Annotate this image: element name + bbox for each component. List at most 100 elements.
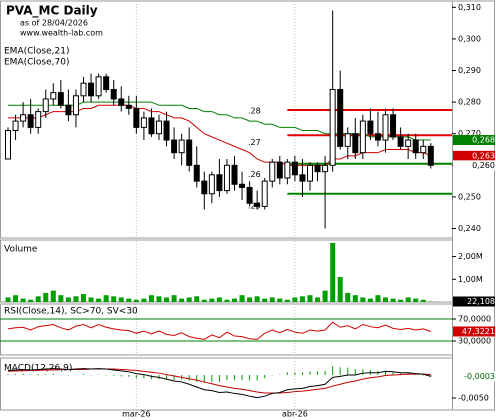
volume-bar: [383, 297, 388, 302]
candle-body: [50, 92, 57, 100]
y-tick-label: 30,0000: [458, 336, 491, 345]
volume-bar: [88, 297, 94, 302]
volume-bar: [133, 299, 139, 302]
last-value-label: 0,263: [472, 151, 495, 160]
last-value-box: [453, 150, 495, 161]
panel: [0, 357, 453, 411]
volume-bar: [216, 297, 222, 302]
candle-body: [352, 133, 359, 154]
candle-body: [254, 202, 261, 207]
last-value-label: 0,260: [472, 161, 495, 170]
candle-body: [284, 161, 291, 179]
volume-bar: [179, 298, 185, 302]
candle-body: [193, 164, 200, 182]
candle-body: [5, 130, 11, 160]
panel-title: MACD(12,26,9): [4, 364, 72, 374]
volume-bar: [164, 297, 170, 302]
volume-bar: [5, 297, 11, 302]
candle-body: [72, 95, 79, 116]
panel: [0, 239, 453, 303]
volume-bar: [360, 297, 366, 302]
last-value-label: 47,3221: [462, 327, 495, 336]
volume-bar: [247, 297, 253, 302]
y-tick-label: 2,00M: [458, 252, 483, 261]
volume-bar: [405, 297, 411, 302]
last-value-box: [453, 371, 495, 382]
volume-bar: [307, 295, 313, 302]
candle-body: [397, 136, 404, 147]
candle-body: [329, 88, 336, 166]
volume-bar: [50, 290, 56, 302]
candle-body: [163, 120, 170, 141]
candle-body: [314, 164, 321, 173]
candle-body: [201, 180, 208, 195]
candle-body: [299, 174, 306, 182]
candle-body: [261, 180, 268, 207]
candle-body: [42, 98, 49, 113]
y-tick-label: 70,0000: [458, 315, 491, 324]
candle-body: [57, 92, 64, 106]
candle-body: [322, 164, 329, 173]
candle-body: [186, 139, 193, 166]
candle-body: [156, 120, 162, 135]
volume-bar: [209, 298, 215, 302]
y-tick-label: 1,00M: [458, 275, 483, 284]
candle-body: [223, 164, 230, 192]
volume-bar: [156, 296, 162, 302]
candle-body: [427, 145, 434, 166]
volume-bar: [58, 295, 64, 302]
volume-bar: [269, 297, 275, 302]
legend-entry: EMA(Close,70): [4, 58, 69, 68]
volume-bar: [375, 295, 381, 302]
y-tick-label: 0,280: [458, 98, 481, 107]
volume-bar: [43, 292, 49, 302]
candle-body: [216, 174, 223, 192]
volume-bar: [254, 296, 260, 302]
candle-body: [27, 114, 34, 128]
candle-body: [420, 145, 427, 154]
volume-bar: [292, 297, 298, 302]
volume-bar: [390, 298, 396, 302]
candle-body: [367, 120, 374, 135]
volume-bar: [232, 298, 237, 302]
y-tick-label: 0,250: [458, 192, 481, 201]
volume-bar: [420, 299, 426, 302]
candle-body: [291, 161, 298, 176]
volume-bar: [352, 295, 358, 302]
source: www.wealth-lab.com: [20, 29, 103, 38]
volume-bar: [398, 299, 404, 302]
macd-line: [7, 368, 431, 399]
candle-body: [405, 139, 412, 147]
last-value-box: [453, 326, 495, 337]
candle-body: [390, 114, 397, 138]
candle-body: [171, 139, 178, 154]
signal-line: [7, 368, 431, 394]
candle-body: [359, 120, 366, 154]
candle-body: [88, 82, 95, 97]
volume-bar: [96, 298, 102, 302]
volume-bar: [337, 277, 343, 302]
last-value-box: [453, 135, 495, 146]
candle-body: [35, 111, 42, 128]
candle-body: [246, 186, 253, 204]
volume-bar: [224, 299, 230, 302]
volume-bar: [262, 298, 268, 302]
volume-bar: [428, 301, 434, 302]
volume-bar: [35, 296, 41, 302]
volume-bar: [277, 298, 283, 302]
volume-bar: [126, 298, 132, 302]
candle-body: [118, 98, 125, 106]
candle-body: [344, 133, 351, 147]
candle-body: [133, 107, 140, 128]
volume-bar: [330, 242, 336, 302]
candle-body: [307, 164, 313, 182]
y-tick-label: 0,310: [458, 3, 481, 12]
y-tick-label: -0,0050: [458, 394, 489, 403]
volume-bar: [315, 297, 321, 302]
candle-body: [374, 133, 381, 141]
candle-body: [80, 82, 87, 97]
legend-entry: EMA(Close,21): [4, 47, 69, 57]
volume-bar: [81, 294, 86, 302]
volume-bar: [322, 290, 328, 302]
